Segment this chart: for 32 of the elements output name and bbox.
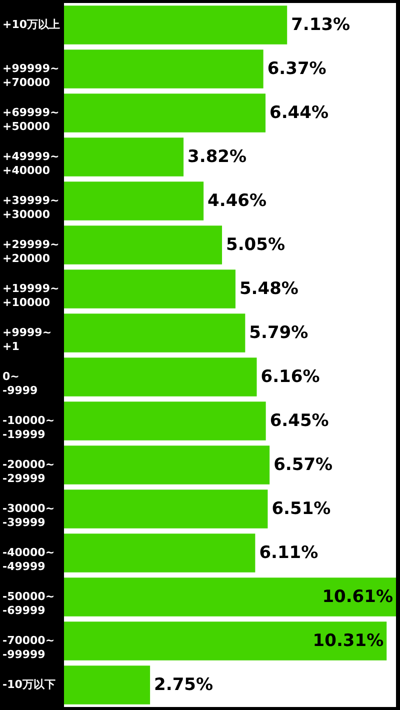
data-label: 5.05% — [226, 235, 286, 255]
y-tick-label: -20000~ -29999 — [2, 458, 55, 485]
data-label: 5.79% — [249, 323, 308, 343]
data-label: 6.11% — [259, 543, 318, 563]
y-tick-label: +99999~ +70000 — [2, 62, 60, 89]
y-tick-label: +39999~ +30000 — [2, 194, 60, 221]
y-tick-label: 0~ -9999 — [2, 370, 38, 397]
data-label: 7.13% — [291, 15, 350, 35]
y-tick-label: +9999~ +1 — [2, 326, 52, 353]
y-tick-label: +49999~ +40000 — [2, 150, 60, 177]
y-tick-label: -70000~ -99999 — [2, 634, 55, 661]
data-label: 6.51% — [272, 499, 331, 519]
y-tick-label: +29999~ +20000 — [2, 238, 60, 265]
y-tick-label: -30000~ -39999 — [2, 502, 55, 529]
data-label: 5.48% — [239, 279, 298, 299]
y-tick-label: +10万以上 — [2, 18, 60, 31]
y-tick-label: -10000~ -19999 — [2, 414, 55, 441]
data-label: 4.46% — [208, 191, 267, 211]
data-label: 6.57% — [274, 455, 333, 475]
data-label: 6.44% — [270, 103, 328, 123]
data-label: 10.61% — [322, 587, 393, 607]
y-tick-label: -10万以下 — [2, 678, 56, 691]
data-label: 3.82% — [188, 147, 247, 167]
data-label: 10.31% — [312, 631, 384, 651]
y-tick-label: -50000~ -69999 — [2, 590, 55, 617]
data-label: 6.37% — [267, 59, 326, 79]
y-tick-label: +19999~ +10000 — [2, 282, 60, 309]
data-label: 2.75% — [154, 675, 214, 695]
data-label: 6.16% — [260, 367, 320, 387]
data-label: 6.45% — [270, 411, 329, 431]
y-tick-label: +69999~ +50000 — [2, 106, 60, 133]
y-tick-label: -40000~ -49999 — [2, 546, 55, 573]
